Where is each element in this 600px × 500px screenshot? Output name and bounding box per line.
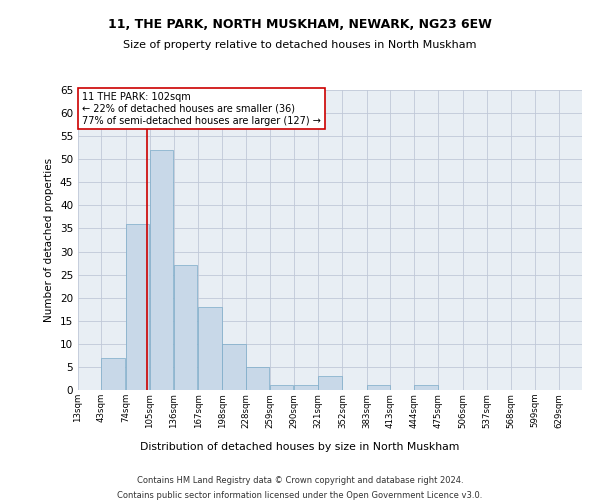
Text: Size of property relative to detached houses in North Muskham: Size of property relative to detached ho… <box>123 40 477 50</box>
Bar <box>294 386 317 390</box>
Bar <box>367 386 390 390</box>
Bar <box>270 386 293 390</box>
Bar <box>414 386 437 390</box>
Bar <box>125 224 149 390</box>
Bar <box>223 344 246 390</box>
Text: 11, THE PARK, NORTH MUSKHAM, NEWARK, NG23 6EW: 11, THE PARK, NORTH MUSKHAM, NEWARK, NG2… <box>108 18 492 30</box>
Bar <box>150 150 173 390</box>
Bar <box>174 266 197 390</box>
Bar <box>198 307 221 390</box>
Bar <box>318 376 342 390</box>
Text: 11 THE PARK: 102sqm
← 22% of detached houses are smaller (36)
77% of semi-detach: 11 THE PARK: 102sqm ← 22% of detached ho… <box>82 92 321 126</box>
Bar <box>246 367 269 390</box>
Text: Contains HM Land Registry data © Crown copyright and database right 2024.: Contains HM Land Registry data © Crown c… <box>137 476 463 485</box>
Text: Contains public sector information licensed under the Open Government Licence v3: Contains public sector information licen… <box>118 491 482 500</box>
Bar <box>101 358 125 390</box>
Text: Distribution of detached houses by size in North Muskham: Distribution of detached houses by size … <box>140 442 460 452</box>
Y-axis label: Number of detached properties: Number of detached properties <box>44 158 55 322</box>
